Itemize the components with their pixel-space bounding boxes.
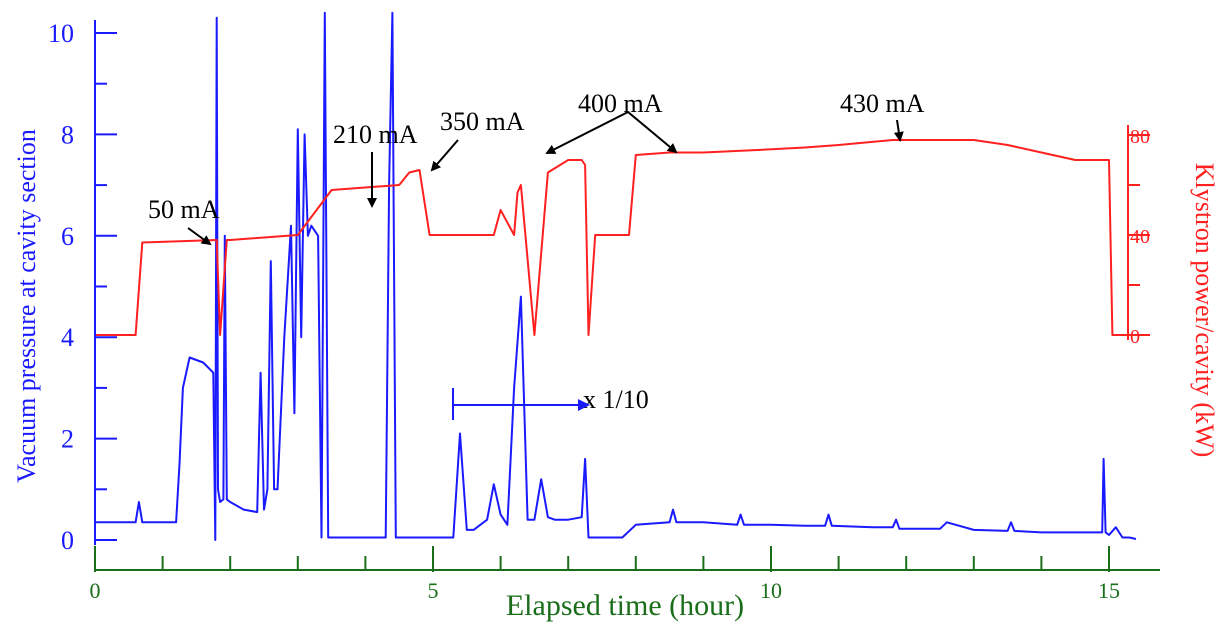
y-right-tick-label: 80 xyxy=(1130,126,1150,148)
axes-layer: 0 2 4 6 8 10 0 40 80 0 5 10 15 xyxy=(48,19,1160,603)
annotation-arrow xyxy=(430,139,459,172)
annotation-layer: 50 mA 210 mA 350 mA 400 mA 430 mA x 1/10 xyxy=(148,89,925,420)
x-tick-label: 10 xyxy=(760,578,782,603)
y-axis-left-title: Vacuum pressure at cavity section xyxy=(12,129,41,483)
series-layer xyxy=(94,11,1137,541)
y-axis-right-title: Klystron power/cavity (kW) xyxy=(1190,163,1219,458)
y-right-tick-label: 40 xyxy=(1130,226,1150,248)
annotation-arrow xyxy=(545,111,629,154)
x-tick-label: 5 xyxy=(428,578,439,603)
annotation-430ma: 430 mA xyxy=(840,89,925,118)
y-left-tick-label: 2 xyxy=(61,425,74,454)
annotation-350ma: 350 mA xyxy=(440,107,525,136)
y-right-tick-label: 0 xyxy=(1130,326,1140,348)
vacuum-pressure-series xyxy=(95,11,1137,541)
y-left-tick-label: 4 xyxy=(61,323,74,352)
annotation-arrow xyxy=(627,111,678,154)
y-left-tick-label: 8 xyxy=(61,120,74,149)
y-left-tick-label: 6 xyxy=(61,222,74,251)
annotation-210ma: 210 mA xyxy=(333,120,418,149)
annotation-50ma: 50 mA xyxy=(148,195,220,224)
annotation-scale-x-1-10: x 1/10 xyxy=(583,385,649,414)
y-left-tick-label: 0 xyxy=(61,526,74,555)
x-axis-title: Elapsed time (hour) xyxy=(506,589,744,622)
klystron-power-series xyxy=(95,139,1136,336)
annotation-arrow xyxy=(893,119,904,142)
x-tick-label: 15 xyxy=(1098,578,1120,603)
x-tick-label: 0 xyxy=(90,578,101,603)
annotation-arrow xyxy=(187,227,212,246)
y-left-tick-label: 10 xyxy=(48,19,74,48)
annotation-400ma: 400 mA xyxy=(578,89,663,118)
